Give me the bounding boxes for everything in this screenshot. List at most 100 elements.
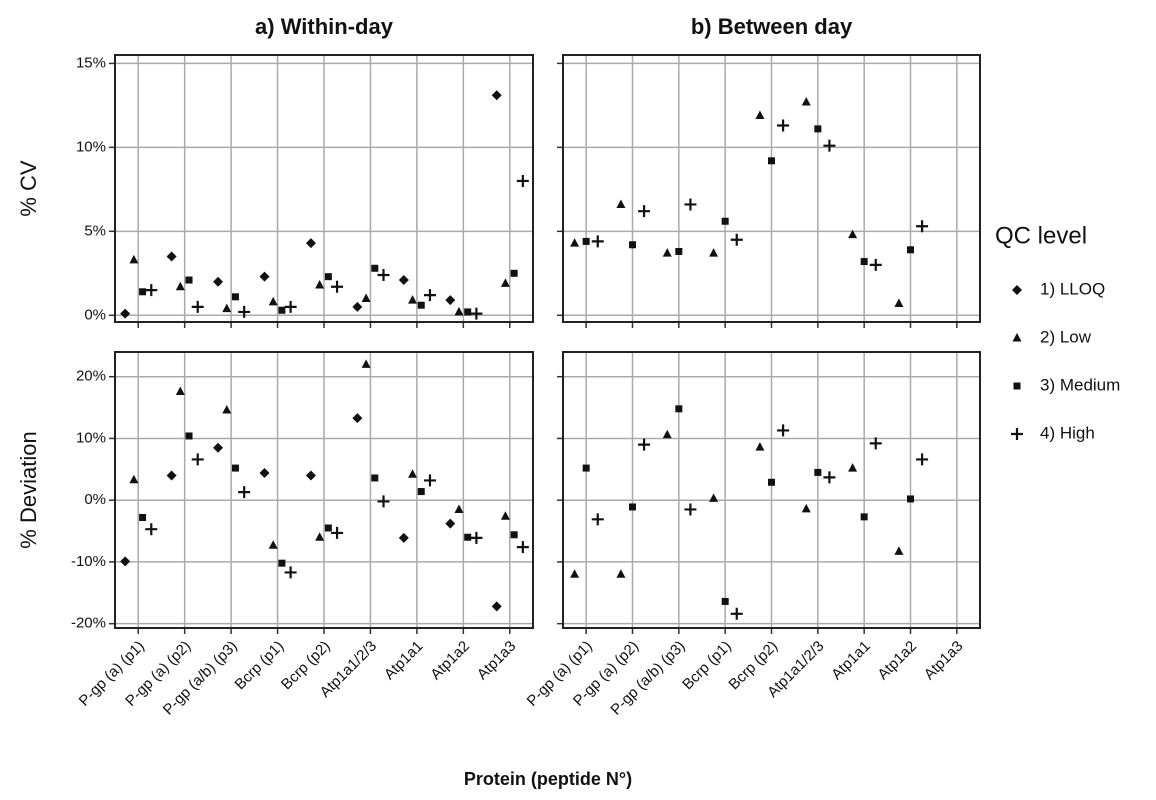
point-square bbox=[582, 237, 590, 245]
point-plus bbox=[238, 486, 251, 499]
y-tick-label: 15% bbox=[76, 54, 106, 71]
x-tick-label: Atp1a3 bbox=[474, 638, 520, 684]
x-tick-label: Atp1a3 bbox=[921, 638, 967, 684]
point-plus bbox=[730, 233, 743, 246]
legend-marker bbox=[1011, 428, 1023, 440]
point-plus bbox=[423, 289, 436, 302]
point-triangle bbox=[616, 199, 626, 208]
point-plus bbox=[145, 523, 158, 536]
point-square bbox=[324, 273, 332, 281]
y-tick-label: 0% bbox=[84, 491, 106, 508]
point-plus bbox=[591, 513, 604, 526]
panel-title: b) Between day bbox=[691, 14, 853, 39]
point-plus bbox=[684, 198, 697, 211]
point-plus bbox=[331, 280, 344, 293]
point-diamond bbox=[305, 470, 316, 481]
point-plus bbox=[423, 474, 436, 487]
point-plus bbox=[377, 495, 390, 508]
legend-label: 3) Medium bbox=[1040, 375, 1120, 394]
x-tick-label: Atp1a2 bbox=[874, 638, 920, 684]
point-plus bbox=[591, 235, 604, 248]
legend-marker bbox=[1012, 333, 1022, 342]
point-triangle bbox=[755, 110, 765, 119]
legend-title: QC level bbox=[995, 222, 1087, 249]
point-triangle bbox=[662, 429, 672, 439]
x-tick-label: Atp1a2 bbox=[427, 638, 473, 684]
point-triangle bbox=[361, 293, 371, 302]
point-plus bbox=[145, 284, 158, 297]
panel-border bbox=[114, 54, 534, 323]
point-square bbox=[231, 464, 239, 472]
point-triangle bbox=[570, 569, 580, 578]
point-triangle bbox=[894, 546, 904, 555]
point-triangle bbox=[129, 254, 139, 264]
point-square bbox=[139, 288, 147, 296]
y-tick-label: 5% bbox=[84, 222, 106, 239]
point-square bbox=[185, 432, 193, 440]
point-square bbox=[907, 495, 914, 503]
point-square bbox=[675, 247, 683, 255]
point-square bbox=[278, 306, 286, 314]
point-square bbox=[464, 308, 472, 316]
point-plus bbox=[869, 437, 882, 450]
point-triangle bbox=[408, 295, 418, 304]
point-plus bbox=[284, 566, 297, 579]
point-triangle bbox=[268, 540, 278, 549]
y-axis-label: % CV bbox=[16, 160, 41, 217]
point-triangle bbox=[175, 386, 185, 396]
point-diamond bbox=[352, 301, 363, 312]
point-diamond bbox=[398, 275, 409, 286]
point-square bbox=[371, 264, 379, 272]
point-triangle bbox=[222, 405, 232, 414]
x-tick-label: Bcrp (p1) bbox=[679, 638, 735, 694]
point-plus bbox=[238, 305, 251, 318]
point-triangle bbox=[570, 238, 580, 247]
point-square bbox=[324, 524, 332, 532]
panel-border bbox=[114, 351, 534, 629]
point-triangle bbox=[662, 248, 672, 257]
point-diamond bbox=[491, 90, 502, 101]
point-plus bbox=[823, 471, 836, 484]
point-square bbox=[768, 157, 775, 165]
point-plus bbox=[638, 205, 651, 218]
point-diamond bbox=[213, 442, 224, 453]
point-square bbox=[417, 488, 425, 496]
point-square bbox=[417, 301, 425, 309]
point-diamond bbox=[491, 601, 502, 612]
point-triangle bbox=[500, 511, 510, 520]
point-plus bbox=[869, 258, 882, 271]
point-triangle bbox=[616, 569, 626, 578]
point-diamond bbox=[445, 518, 456, 529]
point-diamond bbox=[305, 238, 316, 249]
point-diamond bbox=[166, 251, 177, 262]
point-triangle bbox=[755, 442, 765, 451]
point-plus bbox=[284, 300, 297, 313]
point-plus bbox=[470, 307, 483, 320]
point-square bbox=[721, 597, 729, 605]
point-plus bbox=[916, 220, 929, 233]
x-tick-label: Atp1a1 bbox=[828, 638, 874, 684]
point-plus bbox=[191, 300, 204, 313]
point-triangle bbox=[408, 469, 418, 478]
panel-border bbox=[562, 54, 981, 323]
point-square bbox=[629, 241, 636, 249]
point-triangle bbox=[848, 463, 858, 472]
point-triangle bbox=[129, 474, 139, 484]
point-triangle bbox=[500, 278, 510, 287]
point-square bbox=[371, 474, 379, 482]
point-plus bbox=[730, 607, 743, 620]
point-plus bbox=[916, 453, 929, 466]
point-triangle bbox=[315, 280, 325, 289]
y-tick-label: 10% bbox=[76, 138, 106, 155]
point-triangle bbox=[175, 281, 185, 291]
legend-label: 1) LLOQ bbox=[1040, 279, 1105, 298]
point-diamond bbox=[166, 470, 177, 481]
panel-border bbox=[562, 351, 981, 629]
point-triangle bbox=[894, 298, 904, 308]
point-triangle bbox=[454, 504, 464, 513]
point-square bbox=[510, 531, 518, 539]
point-square bbox=[629, 503, 636, 511]
point-diamond bbox=[120, 308, 131, 319]
y-axis-label: % Deviation bbox=[16, 431, 41, 548]
